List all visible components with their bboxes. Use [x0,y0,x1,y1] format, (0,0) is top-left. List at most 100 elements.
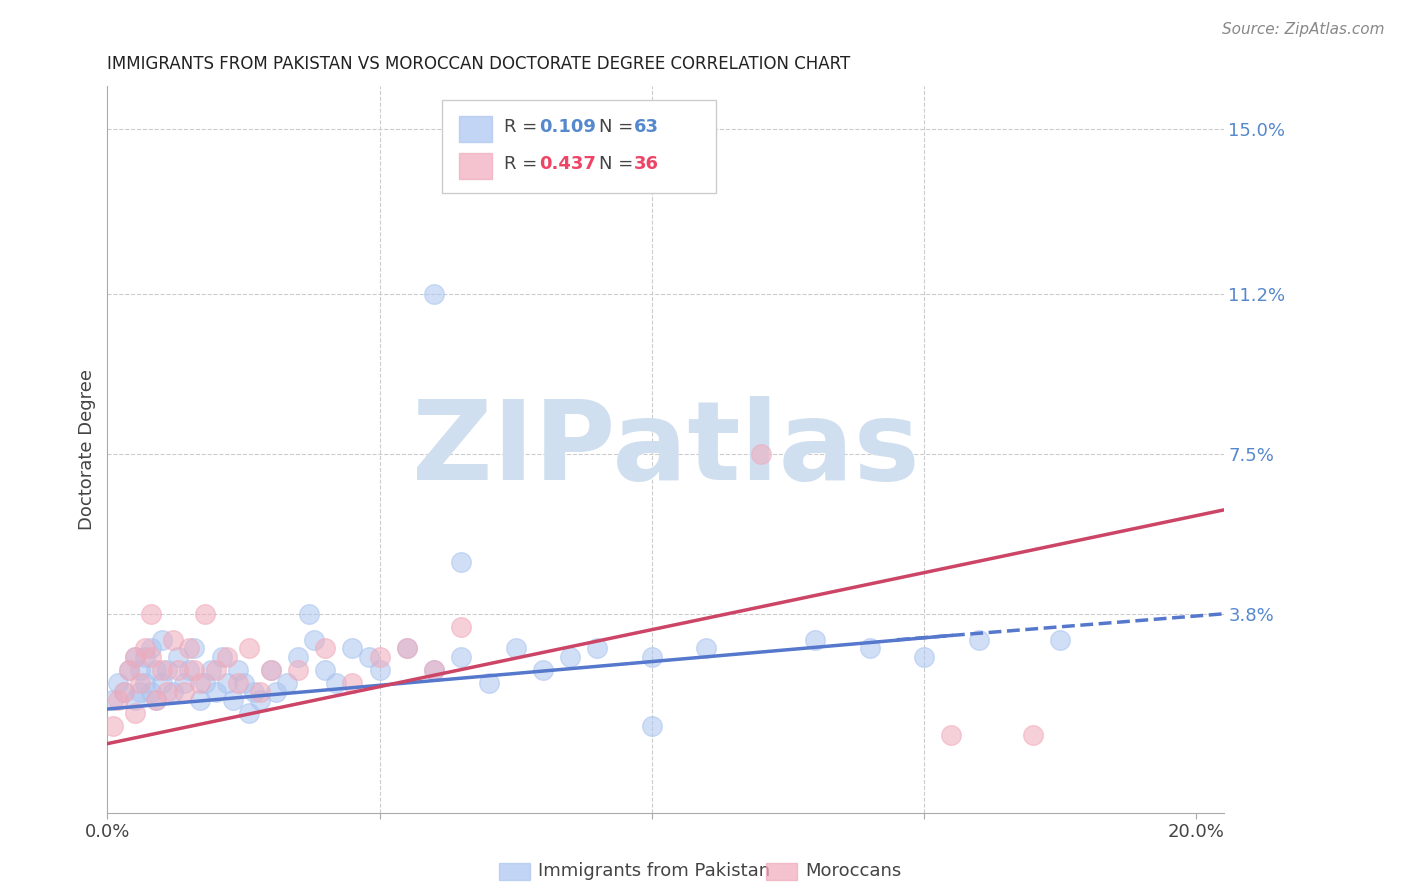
Point [217,676,239,690]
Text: N =: N = [599,119,638,136]
Point [124,650,146,665]
Point [211,650,233,665]
Point [304,632,326,647]
Point [357,650,380,665]
Point [264,684,287,698]
Text: N =: N = [599,154,638,173]
Point [145,663,167,677]
FancyBboxPatch shape [443,100,716,194]
Text: 0.109: 0.109 [540,119,596,136]
Point [249,693,271,707]
Point [129,663,152,677]
Point [238,706,260,721]
Point [298,607,321,621]
Point [200,663,222,677]
Point [162,684,184,698]
Text: Immigrants from Pakistan: Immigrants from Pakistan [538,863,770,880]
Point [531,663,554,677]
Point [804,632,827,647]
Point [139,650,162,665]
Text: R =: R = [503,119,543,136]
Point [368,650,391,665]
Point [941,728,963,742]
Point [641,650,664,665]
Point [1049,632,1071,647]
Point [139,607,162,621]
Text: 63: 63 [634,119,659,136]
Point [243,684,266,698]
Point [859,641,882,656]
Point [450,620,472,634]
Point [276,676,298,690]
Point [342,641,364,656]
Point [145,693,167,707]
Point [287,650,309,665]
Point [205,684,228,698]
Point [150,663,173,677]
Point [124,706,146,721]
Point [912,650,935,665]
Point [150,632,173,647]
Point [450,650,472,665]
Point [314,641,336,656]
Point [173,676,195,690]
Point [586,641,609,656]
Point [107,676,129,690]
Point [139,641,162,656]
Point [183,641,205,656]
Point [260,663,283,677]
Text: IMMIGRANTS FROM PAKISTAN VS MOROCCAN DOCTORATE DEGREE CORRELATION CHART: IMMIGRANTS FROM PAKISTAN VS MOROCCAN DOC… [107,55,851,73]
Point [423,663,446,677]
Point [641,719,664,733]
Point [107,693,129,707]
Point [221,693,243,707]
Point [129,684,152,698]
Point [134,650,156,665]
Point [188,693,211,707]
Point [194,676,217,690]
Text: Source: ZipAtlas.com: Source: ZipAtlas.com [1222,22,1385,37]
Point [226,676,249,690]
Point [101,693,124,707]
Text: R =: R = [503,154,543,173]
Point [205,663,228,677]
Point [967,632,990,647]
Point [395,641,418,656]
Point [156,663,179,677]
Point [249,684,271,698]
Point [287,663,309,677]
Point [325,676,347,690]
Point [139,684,162,698]
FancyBboxPatch shape [458,153,492,179]
Point [238,641,260,656]
Point [112,684,135,698]
Point [232,676,254,690]
Point [395,641,418,656]
Text: 36: 36 [634,154,659,173]
Point [112,684,135,698]
Point [167,663,190,677]
Point [368,663,391,677]
Point [118,663,141,677]
Point [129,676,152,690]
Point [162,632,184,647]
Point [1022,728,1045,742]
Point [695,641,717,656]
Point [423,663,446,677]
Point [423,286,446,301]
Point [560,650,582,665]
Text: 0.437: 0.437 [540,154,596,173]
Point [177,663,200,677]
Point [477,676,499,690]
Point [194,607,217,621]
Point [124,693,146,707]
Point [749,447,772,461]
Point [134,676,156,690]
Point [183,663,205,677]
Point [226,663,249,677]
Point [134,641,156,656]
Point [342,676,364,690]
Point [173,684,195,698]
Point [156,684,179,698]
Text: Moroccans: Moroccans [806,863,901,880]
